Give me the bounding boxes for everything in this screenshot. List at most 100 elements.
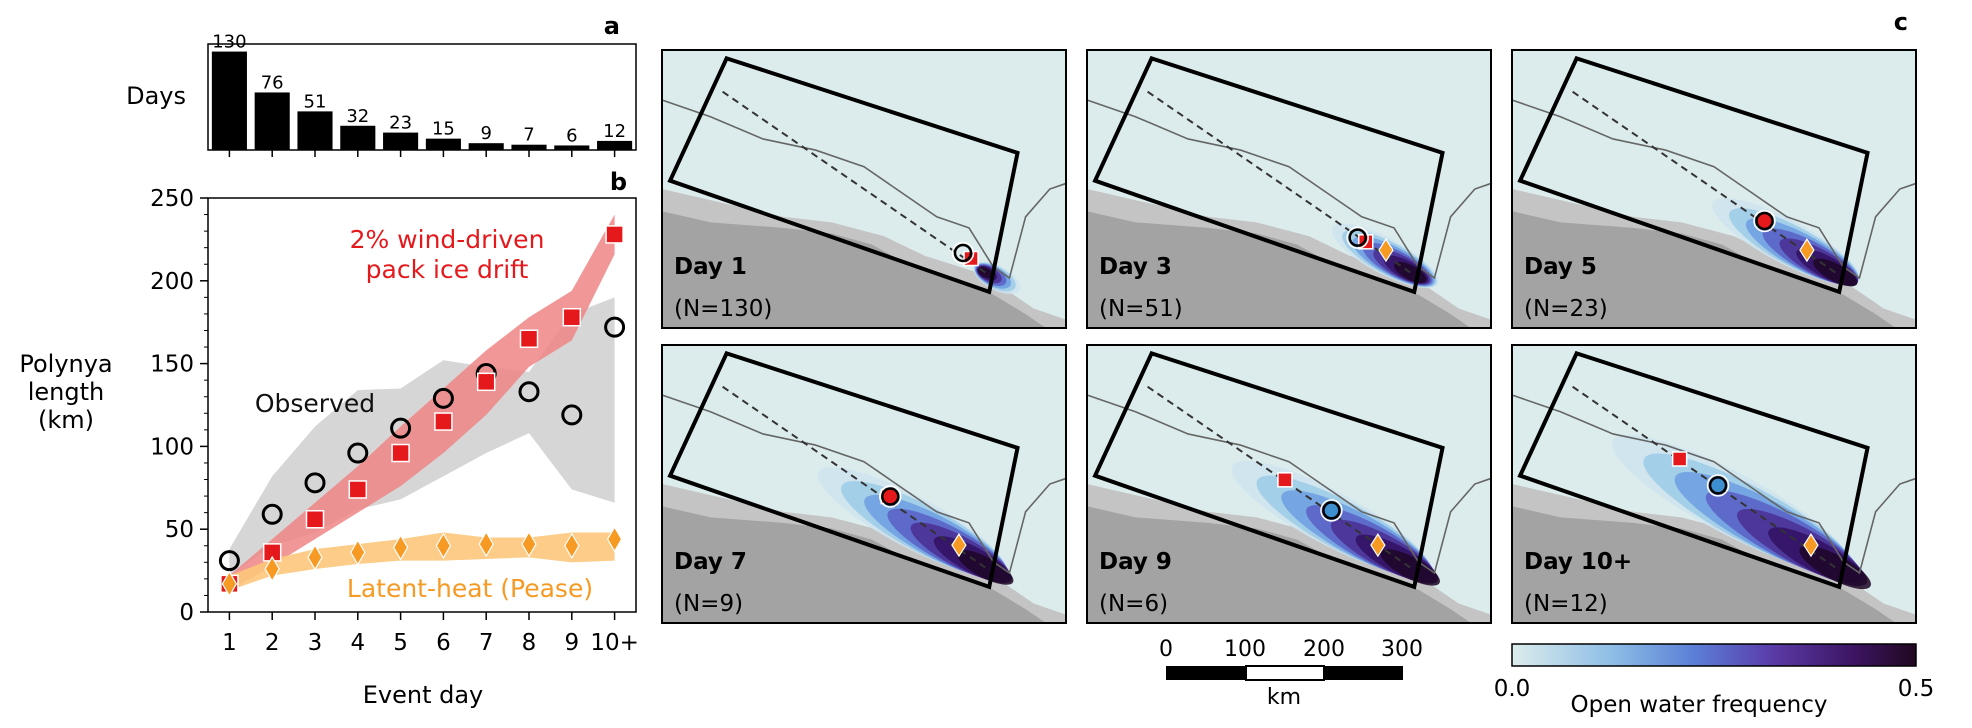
domain-box bbox=[1517, 350, 1870, 590]
pease-marker bbox=[1378, 238, 1394, 263]
map-frame bbox=[1511, 49, 1917, 329]
panel-a-ylabel: Days bbox=[126, 82, 186, 110]
bar-value-label: 51 bbox=[304, 91, 327, 112]
map-frame bbox=[1086, 344, 1492, 624]
pease-point bbox=[606, 525, 623, 553]
transect-line bbox=[722, 90, 986, 274]
bar bbox=[511, 144, 547, 150]
bar-value-label: 32 bbox=[346, 106, 369, 127]
observed-marker bbox=[1708, 476, 1728, 495]
domain-box bbox=[667, 350, 1020, 590]
pack-ice-marker bbox=[1277, 472, 1293, 488]
map-day-label: Day 7 bbox=[674, 549, 747, 575]
panel-b-frame bbox=[207, 197, 637, 613]
bar-value-label: 76 bbox=[261, 72, 284, 93]
map-land bbox=[1087, 211, 1471, 328]
pease-point bbox=[435, 532, 452, 559]
scale-tick-200: 200 bbox=[1303, 637, 1345, 662]
map-frame bbox=[661, 49, 1067, 329]
pease-marker bbox=[1799, 238, 1815, 263]
y-tick-label: 100 bbox=[150, 434, 194, 460]
observed-marker bbox=[1755, 211, 1774, 231]
pease-point bbox=[221, 570, 238, 598]
observed-marker-halo bbox=[1320, 499, 1343, 522]
band-square bbox=[229, 214, 615, 591]
map-facet: Day 7 (N=9) bbox=[661, 344, 1067, 624]
map-frame bbox=[1511, 344, 1917, 624]
coastline bbox=[1511, 394, 1917, 575]
map-facet: Day 9 (N=6) bbox=[1086, 344, 1492, 624]
map-n-label: (N=130) bbox=[674, 296, 772, 322]
observed-marker-halo bbox=[1753, 209, 1776, 233]
domain-box bbox=[1092, 350, 1445, 590]
map-land bbox=[1512, 506, 1896, 623]
pack-ice-marker bbox=[1671, 451, 1688, 467]
panel-c-maps: c Day 1(N=130)Day 3(N=51)Day 5(N=23)Day … bbox=[661, 8, 1917, 624]
x-tick-label: 2 bbox=[265, 630, 280, 656]
panel-letter-c: c bbox=[1894, 8, 1908, 36]
pease-point bbox=[392, 534, 409, 561]
observed-point bbox=[218, 550, 240, 572]
colorbar: 0.0 0.5 Open water frequency bbox=[1494, 643, 1935, 718]
pack-ice-point bbox=[348, 480, 368, 499]
y-tick-label: 50 bbox=[165, 517, 194, 543]
map-n-label: (N=51) bbox=[1099, 296, 1183, 322]
y-tick-label: 0 bbox=[179, 600, 194, 626]
scale-bar-segment-2 bbox=[1245, 665, 1325, 681]
band-diamond bbox=[229, 532, 615, 591]
map-day-label: Day 5 bbox=[1524, 254, 1597, 280]
bar bbox=[383, 132, 419, 150]
panel-b-ylabel-line3: (km) bbox=[38, 406, 94, 434]
bar-value-label: 15 bbox=[432, 119, 455, 140]
observed-marker-halo bbox=[1346, 226, 1369, 249]
panel-a-frame bbox=[207, 43, 637, 151]
map-n-label: (N=6) bbox=[1099, 591, 1168, 617]
coastline bbox=[1086, 394, 1492, 575]
scale-tick-0: 0 bbox=[1159, 637, 1173, 662]
bar bbox=[211, 51, 247, 151]
coastline bbox=[661, 99, 1067, 280]
observed-point bbox=[261, 503, 283, 525]
map-n-label: (N=23) bbox=[1524, 296, 1608, 322]
map-frame bbox=[661, 344, 1067, 624]
bar-value-label: 130 bbox=[212, 32, 246, 53]
pack-ice-point bbox=[519, 329, 539, 349]
pease-point bbox=[478, 530, 494, 558]
pack-ice-point bbox=[305, 510, 325, 529]
map-facet: Day 10+ (N=12) bbox=[1511, 344, 1917, 624]
scale-bar: 0 100 200 300 km bbox=[1159, 637, 1423, 710]
observed-point bbox=[390, 417, 412, 439]
observed-marker-halo bbox=[1706, 474, 1730, 497]
x-tick-label: 1 bbox=[222, 630, 237, 656]
pease-point bbox=[264, 555, 280, 583]
y-tick-label: 250 bbox=[150, 186, 194, 212]
bar bbox=[468, 143, 504, 150]
map-day-label: Day 1 bbox=[674, 254, 747, 280]
pack-ice-label-line2: pack ice drift bbox=[366, 255, 529, 284]
transect-line bbox=[722, 385, 986, 569]
observed-point bbox=[518, 381, 540, 403]
bar bbox=[597, 140, 633, 150]
x-tick-label: 9 bbox=[564, 630, 579, 656]
map-land bbox=[662, 506, 1046, 623]
colorbar-max: 0.5 bbox=[1898, 676, 1935, 702]
bar bbox=[340, 125, 376, 150]
bar bbox=[254, 92, 290, 150]
scale-unit: km bbox=[1267, 685, 1301, 710]
panel-b-line-chart: b 0 50 100 150 200 250 1 2 3 4 5 6 7 8 9 10+ Polynya le… bbox=[19, 168, 639, 709]
observed-point bbox=[304, 472, 326, 494]
scale-bar-segment-3 bbox=[1324, 666, 1403, 680]
map-facet: Day 5 (N=23) bbox=[1511, 49, 1917, 329]
bar bbox=[554, 145, 590, 150]
map-n-label: (N=9) bbox=[674, 591, 743, 617]
domain-box bbox=[1517, 55, 1870, 295]
pease-marker bbox=[951, 533, 967, 558]
observed-marker-halo bbox=[951, 241, 975, 265]
observed-point bbox=[604, 316, 626, 338]
map-day-label: Day 10+ bbox=[1524, 549, 1632, 575]
map-day-label: Day 9 bbox=[1099, 549, 1172, 575]
x-tick-label: 7 bbox=[479, 630, 494, 656]
pack-ice-point bbox=[605, 225, 624, 244]
colorbar-min: 0.0 bbox=[1494, 676, 1531, 702]
